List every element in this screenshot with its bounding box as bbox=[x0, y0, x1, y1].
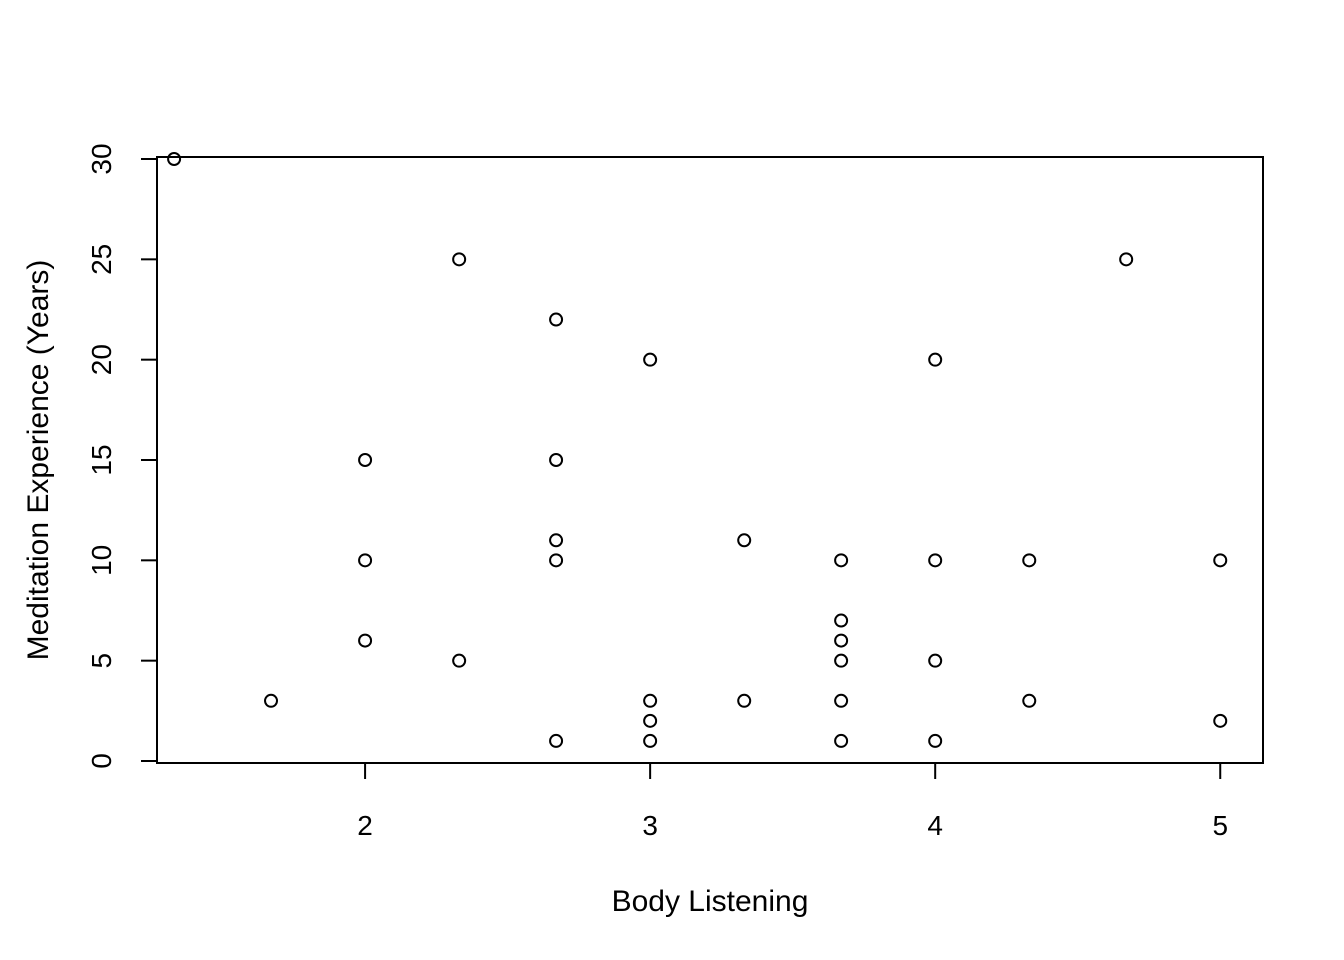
data-point bbox=[834, 693, 849, 708]
data-point bbox=[928, 553, 943, 568]
data-point bbox=[452, 653, 467, 668]
x-tick-label: 3 bbox=[642, 810, 658, 841]
y-tick-label: 15 bbox=[86, 444, 117, 475]
data-point bbox=[643, 352, 658, 367]
data-point bbox=[549, 733, 564, 748]
x-tick-label: 5 bbox=[1212, 810, 1228, 841]
data-point bbox=[1213, 553, 1228, 568]
y-tick-label: 0 bbox=[86, 753, 117, 769]
x-tick-label: 4 bbox=[927, 810, 943, 841]
data-point bbox=[928, 352, 943, 367]
data-point bbox=[737, 533, 752, 548]
data-point bbox=[358, 633, 373, 648]
y-tick-label: 10 bbox=[86, 545, 117, 576]
y-axis: 0 5 10 15 20 25 30 bbox=[86, 143, 158, 769]
data-point bbox=[549, 453, 564, 467]
data-point bbox=[358, 453, 373, 467]
x-axis-title: Body Listening bbox=[612, 885, 809, 918]
x-axis: 2 3 4 5 bbox=[357, 762, 1228, 841]
y-tick-label: 5 bbox=[86, 653, 117, 669]
y-tick-label: 30 bbox=[86, 143, 117, 174]
y-tick-label: 25 bbox=[86, 244, 117, 275]
data-point bbox=[834, 733, 849, 748]
x-tick-label: 2 bbox=[357, 810, 373, 841]
y-axis-title: Meditation Experience (Years) bbox=[22, 260, 55, 661]
data-point bbox=[1022, 553, 1037, 568]
data-point bbox=[834, 653, 849, 668]
data-point bbox=[452, 252, 467, 267]
data-point bbox=[643, 713, 658, 728]
data-point bbox=[264, 693, 279, 708]
data-point bbox=[1119, 252, 1134, 267]
data-point bbox=[643, 733, 658, 748]
data-point bbox=[167, 152, 182, 167]
data-point bbox=[358, 553, 373, 568]
data-point bbox=[834, 553, 849, 568]
data-points bbox=[167, 152, 1228, 748]
data-point bbox=[1213, 713, 1228, 728]
data-point bbox=[549, 312, 564, 327]
data-point bbox=[643, 693, 658, 708]
data-point bbox=[737, 693, 752, 708]
data-point bbox=[928, 733, 943, 748]
data-point bbox=[834, 633, 849, 648]
data-point bbox=[1022, 693, 1037, 708]
y-tick-label: 20 bbox=[86, 344, 117, 375]
data-point bbox=[834, 613, 849, 628]
data-point bbox=[549, 533, 564, 548]
data-point bbox=[928, 653, 943, 668]
data-point bbox=[549, 553, 564, 568]
